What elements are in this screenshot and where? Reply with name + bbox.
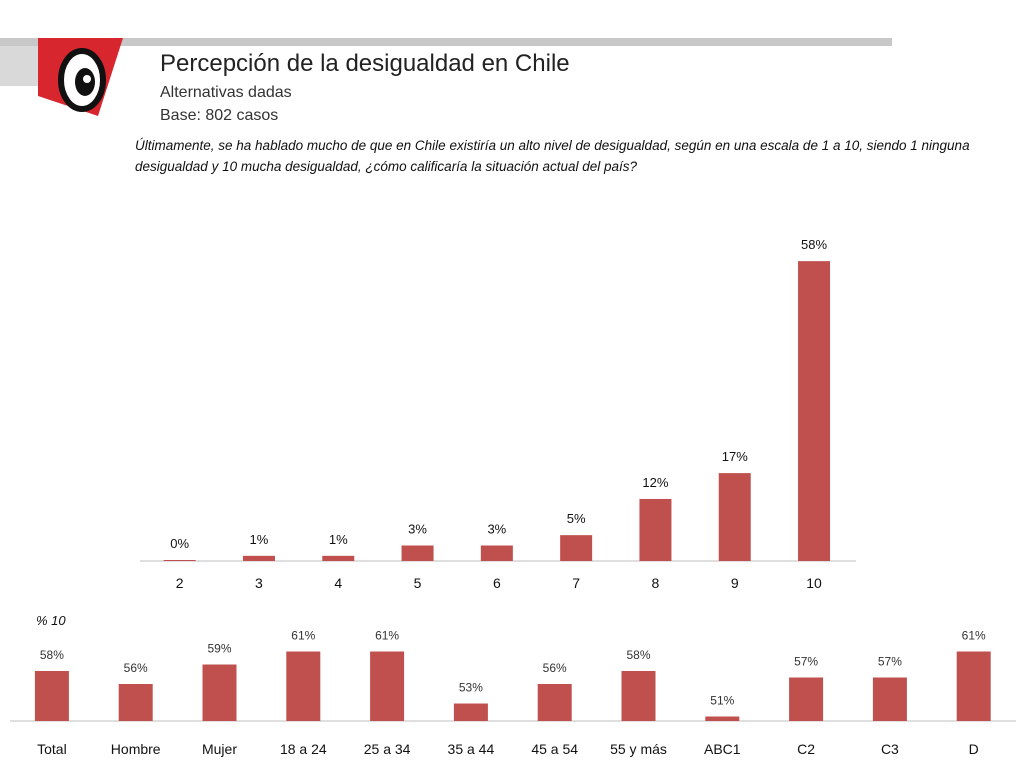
main-bar-4 [322, 555, 355, 561]
segment-data-label-5: 61% [375, 629, 399, 643]
main-data-label-4: 1% [329, 532, 348, 547]
segment-tick-label-3: Mujer [202, 741, 237, 757]
page-subtitle: Alternativas dadas [160, 84, 292, 101]
segment-bar-9 [705, 716, 740, 721]
segment-data-label-4: 61% [291, 629, 315, 643]
main-data-label-6: 3% [487, 521, 506, 536]
main-data-label-9: 17% [722, 449, 748, 464]
segment-tick-label-7: 45 a 54 [531, 741, 578, 757]
main-bar-2 [163, 560, 196, 561]
main-data-label-3: 1% [250, 532, 269, 547]
main-data-label-8: 12% [642, 475, 668, 490]
page-title: Percepción de la desigualdad en Chile [160, 50, 570, 77]
main-data-label-2: 0% [170, 536, 189, 551]
segment-tick-label-2: Hombre [111, 741, 161, 757]
segment-data-label-9: 51% [710, 694, 734, 708]
segment-data-label-12: 61% [962, 629, 986, 643]
segment-data-label-8: 58% [626, 648, 650, 662]
segment-data-label-11: 57% [878, 655, 902, 669]
segment-data-label-6: 53% [459, 681, 483, 695]
survey-question: Últimamente, se ha hablado mucho de que … [135, 138, 970, 174]
main-bar-9 [718, 473, 751, 561]
main-tick-label-2: 2 [176, 575, 184, 591]
main-bar-5 [401, 545, 434, 561]
segment-chart-label: % 10 [36, 613, 66, 628]
segment-bar-3 [202, 664, 237, 721]
segment-bar-6 [453, 703, 488, 721]
main-bar-10 [798, 261, 831, 561]
segment-bar-11 [872, 677, 907, 721]
segment-data-label-2: 56% [124, 661, 148, 675]
main-data-label-5: 3% [408, 521, 427, 536]
logo-icon [38, 38, 123, 116]
main-bar-3 [242, 555, 275, 561]
sample-base: Base: 802 casos [160, 107, 279, 124]
segment-data-label-10: 57% [794, 655, 818, 669]
main-tick-label-5: 5 [414, 575, 422, 591]
segment-bar-2 [118, 684, 153, 721]
segment-tick-label-1: Total [37, 741, 67, 757]
main-tick-label-6: 6 [493, 575, 501, 591]
main-tick-label-3: 3 [255, 575, 263, 591]
main-data-label-7: 5% [567, 511, 586, 526]
main-bar-6 [480, 545, 513, 561]
segment-tick-label-6: 35 a 44 [448, 741, 495, 757]
segment-tick-label-11: C3 [881, 741, 899, 757]
segment-data-label-3: 59% [207, 642, 231, 656]
main-tick-label-9: 9 [731, 575, 739, 591]
main-tick-label-7: 7 [572, 575, 580, 591]
segment-bar-4 [286, 651, 321, 721]
main-bar-8 [639, 498, 672, 561]
segment-tick-label-4: 18 a 24 [280, 741, 327, 757]
segment-data-label-7: 56% [543, 661, 567, 675]
main-data-label-10: 58% [801, 237, 827, 252]
segment-bar-7 [537, 684, 572, 721]
segment-data-label-1: 58% [40, 648, 64, 662]
segment-tick-label-9: ABC1 [704, 741, 741, 757]
segment-bar-12 [956, 651, 991, 721]
header-band [0, 38, 892, 46]
segment-bar-1 [34, 671, 69, 721]
segment-bar-8 [621, 671, 656, 721]
segment-tick-label-5: 25 a 34 [364, 741, 411, 757]
main-tick-label-8: 8 [652, 575, 660, 591]
main-tick-label-10: 10 [806, 575, 822, 591]
segment-bar-5 [370, 651, 405, 721]
header-band-left [0, 46, 40, 86]
segment-tick-label-8: 55 y más [610, 741, 667, 757]
segment-bar-10 [789, 677, 824, 721]
segment-tick-label-10: C2 [797, 741, 815, 757]
segment-tick-label-12: D [969, 741, 979, 757]
main-tick-label-4: 4 [334, 575, 342, 591]
main-bar-7 [560, 535, 593, 561]
